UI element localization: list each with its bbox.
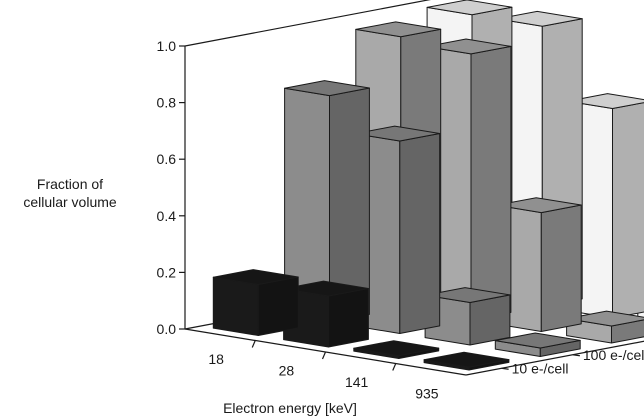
y-axis-ticks: 0.0 0.2 0.4 0.6 0.8 1.0: [157, 38, 185, 337]
x-axis-ticks: 18 28 141 935: [208, 340, 439, 401]
x-tick-label: 18: [208, 351, 224, 367]
bar-top: [425, 38, 512, 55]
bar-side: [612, 102, 644, 319]
bar-side: [540, 204, 582, 332]
y-tick-label: 0.2: [157, 264, 177, 280]
axis-line: [465, 340, 644, 376]
bar-side: [399, 133, 441, 334]
depth-label: 10 e-/cell: [512, 360, 569, 376]
bar-side: [470, 45, 512, 321]
y-tick-label: 0.4: [157, 208, 177, 224]
bar-top: [426, 0, 513, 16]
depth-tick-mark: [572, 354, 580, 357]
y-tick-label: 0.8: [157, 95, 177, 111]
bar-top: [566, 310, 644, 327]
x-tick-mark: [392, 363, 397, 371]
depth-label: 100 e-/cell: [583, 347, 644, 363]
x-tick-label: 141: [345, 374, 369, 390]
bar-side: [469, 294, 511, 346]
bar-front: [212, 276, 259, 336]
bar-top: [355, 21, 442, 38]
bar-side: [257, 276, 299, 336]
y-tick-label: 0.0: [157, 321, 177, 337]
bar-top: [496, 10, 583, 27]
bar-100-e-cell-18: [284, 80, 370, 323]
x-tick-label: 935: [415, 385, 439, 401]
bar-top: [424, 287, 511, 303]
bar-top: [212, 269, 299, 285]
axis-line: [184, 0, 432, 47]
bar-top: [423, 351, 510, 368]
y-tick-label: 1.0: [157, 38, 177, 54]
bar-top: [495, 197, 582, 214]
y-axis-label-line-1: Fraction of: [37, 176, 103, 192]
bar-top: [284, 80, 370, 97]
bar-top: [283, 280, 369, 297]
x-tick-mark: [321, 351, 327, 360]
bar-100-e-cell-935: [494, 332, 581, 357]
y-tick-label: 0.6: [157, 151, 177, 167]
depth-tick-mark: [501, 367, 509, 370]
bar-side: [328, 288, 369, 348]
bar-side: [611, 319, 644, 344]
bars: [212, 0, 644, 371]
bar-top: [494, 332, 581, 349]
bar-10-e-cell-18: [212, 269, 299, 336]
bar-top: [354, 125, 441, 142]
x-axis-label: Electron energy [keV]: [223, 400, 357, 416]
x-tick-mark: [251, 340, 256, 348]
x-tick-label: 28: [279, 362, 295, 378]
bar-top: [567, 93, 644, 109]
bar-10-e-cell-141: [353, 340, 440, 359]
y-axis-label-line-2: cellular volume: [23, 194, 117, 210]
bar-10-e-cell-935: [423, 351, 510, 371]
bar-top: [353, 340, 440, 357]
